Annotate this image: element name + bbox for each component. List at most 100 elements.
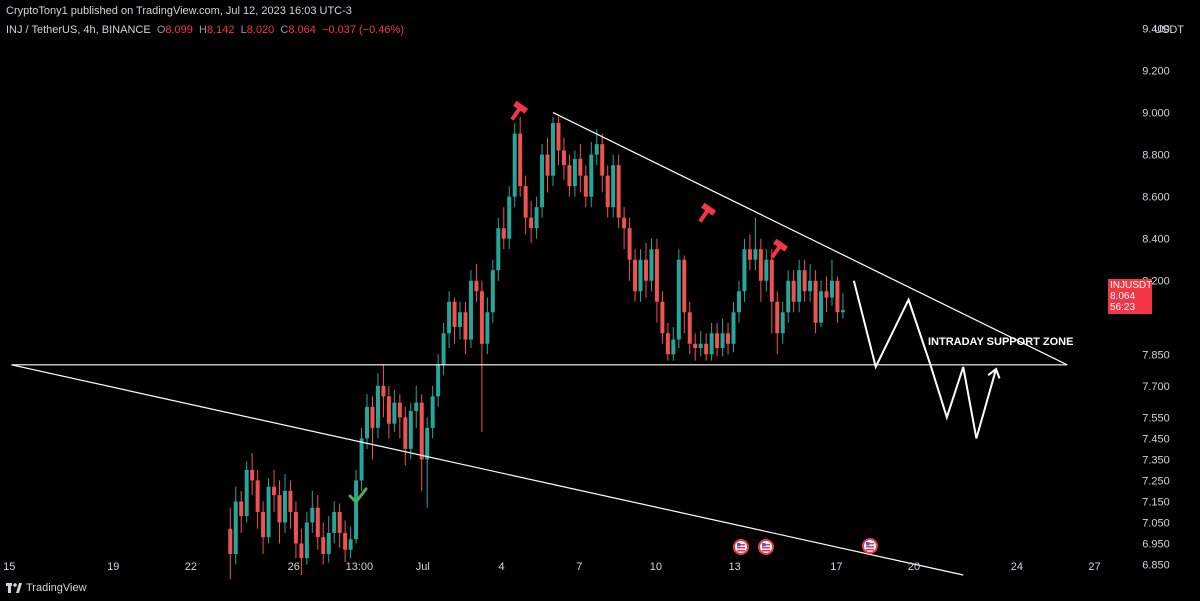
candle-body bbox=[452, 301, 457, 327]
candle bbox=[523, 175, 528, 235]
open-value: 8.099 bbox=[165, 24, 193, 36]
candle-body bbox=[726, 333, 731, 344]
price-tick-label: 7.250 bbox=[1142, 475, 1170, 487]
resistance-line[interactable] bbox=[552, 112, 1068, 366]
candle bbox=[479, 280, 484, 433]
us-flag-event-icon[interactable] bbox=[758, 539, 774, 555]
candle-body bbox=[496, 228, 501, 271]
candle-body bbox=[370, 406, 375, 428]
candle bbox=[567, 154, 572, 197]
candle bbox=[687, 301, 692, 355]
candle bbox=[726, 322, 731, 355]
candle-body bbox=[693, 343, 698, 348]
candle-body bbox=[414, 402, 419, 412]
candle-body bbox=[808, 280, 813, 292]
published-by-text: CryptoTony1 published on TradingView.com… bbox=[6, 5, 352, 17]
time-axis[interactable]: 15 19 22 26 13:00 Jul 4 7 10 13 17 20 24 27 bbox=[3, 561, 1100, 573]
candle bbox=[797, 259, 802, 313]
candle-body bbox=[654, 249, 659, 302]
candle bbox=[813, 270, 818, 334]
candle bbox=[769, 249, 774, 334]
candle-body bbox=[255, 480, 260, 512]
candle bbox=[572, 150, 577, 197]
candle-body bbox=[709, 333, 714, 355]
candle-body bbox=[638, 259, 643, 292]
price-tick-label: 7.850 bbox=[1142, 349, 1170, 361]
price-tick-label: 7.350 bbox=[1142, 454, 1170, 466]
candle-body bbox=[676, 259, 681, 340]
candle-body bbox=[589, 154, 594, 197]
candle bbox=[468, 270, 473, 348]
candle-body bbox=[797, 270, 802, 302]
candle bbox=[447, 291, 452, 348]
candle bbox=[600, 133, 605, 193]
support-zone-annotation: INTRADAY SUPPORT ZONE bbox=[928, 336, 1073, 348]
candle bbox=[829, 259, 834, 306]
candle-body bbox=[780, 312, 785, 334]
candle bbox=[337, 503, 342, 548]
hammer-icon bbox=[510, 100, 529, 121]
candle bbox=[403, 406, 408, 466]
us-flag-event-icon[interactable] bbox=[733, 539, 749, 555]
currency-label[interactable]: USDT bbox=[1154, 24, 1184, 36]
candle bbox=[512, 123, 517, 208]
candle bbox=[758, 238, 763, 302]
candle bbox=[414, 385, 419, 428]
candle bbox=[540, 144, 545, 218]
candle-body bbox=[791, 280, 796, 302]
candle bbox=[660, 291, 665, 344]
footer-brand: TradingView bbox=[26, 582, 87, 594]
candle-body bbox=[561, 150, 566, 166]
candle-body bbox=[425, 427, 430, 460]
time-tick-label: 20 bbox=[908, 561, 920, 573]
candle-body bbox=[627, 228, 632, 260]
candle bbox=[791, 270, 796, 313]
candle bbox=[583, 165, 588, 208]
candles-layer bbox=[228, 116, 845, 580]
candle bbox=[561, 137, 566, 180]
footer: TradingView bbox=[6, 582, 87, 594]
candle bbox=[419, 394, 424, 491]
candle bbox=[288, 480, 293, 529]
candle-body bbox=[272, 486, 277, 496]
candle-body bbox=[337, 511, 342, 533]
candle bbox=[786, 270, 791, 323]
candle bbox=[408, 402, 413, 460]
candle-body bbox=[775, 301, 780, 334]
candle-body bbox=[813, 280, 818, 323]
candle bbox=[277, 480, 282, 544]
candle-body bbox=[829, 280, 834, 298]
candle bbox=[233, 486, 238, 565]
candle-body bbox=[397, 402, 402, 418]
candle-body bbox=[802, 270, 807, 292]
candle bbox=[282, 474, 287, 533]
trendlines-layer[interactable] bbox=[11, 112, 1068, 576]
us-flag-event-icon[interactable] bbox=[862, 538, 878, 554]
candle bbox=[365, 394, 370, 449]
candle-body bbox=[485, 312, 490, 344]
candle-body bbox=[742, 249, 747, 292]
candle bbox=[381, 364, 386, 418]
candle bbox=[654, 238, 659, 323]
candle bbox=[343, 520, 348, 563]
symbol-legend: INJ / TetherUS, 4h, BINANCE O8.099 H8.14… bbox=[6, 24, 404, 36]
time-tick-label: Jul bbox=[416, 561, 430, 573]
candle-body bbox=[403, 417, 408, 449]
candle-body bbox=[381, 385, 386, 397]
candle-body bbox=[436, 364, 441, 397]
candle bbox=[709, 322, 714, 361]
candle bbox=[474, 263, 479, 302]
candle bbox=[496, 217, 501, 281]
candle-body bbox=[622, 217, 627, 229]
candle-body bbox=[419, 402, 424, 460]
candle bbox=[490, 259, 495, 323]
price-tick-label: 7.150 bbox=[1142, 496, 1170, 508]
time-tick-label: 4 bbox=[499, 561, 505, 573]
checkmark-icon bbox=[348, 487, 368, 505]
high-label: H bbox=[199, 24, 207, 36]
candle bbox=[452, 297, 457, 344]
candle-body bbox=[556, 123, 561, 151]
symbol-name[interactable]: INJ / TetherUS, 4h, BINANCE bbox=[6, 24, 151, 36]
lower-trendline-line[interactable] bbox=[11, 364, 964, 576]
